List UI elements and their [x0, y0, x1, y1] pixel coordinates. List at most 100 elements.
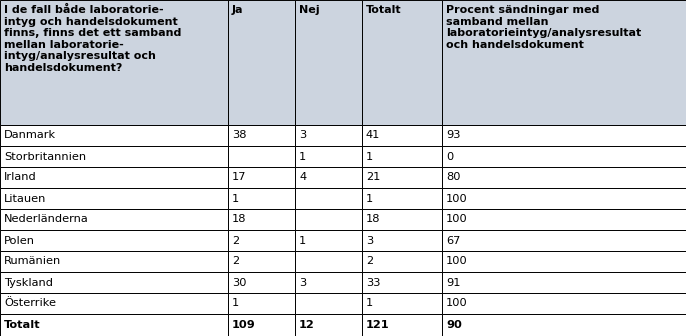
- Text: 100: 100: [446, 214, 468, 224]
- Text: 2: 2: [232, 256, 239, 266]
- Text: Tyskland: Tyskland: [4, 278, 53, 288]
- Bar: [442, 167, 686, 188]
- Bar: [362, 293, 442, 314]
- Text: 1: 1: [232, 298, 239, 308]
- Text: 18: 18: [366, 214, 381, 224]
- Bar: [295, 209, 362, 230]
- Text: 18: 18: [232, 214, 246, 224]
- Bar: [0, 314, 228, 336]
- Text: Ja: Ja: [232, 5, 244, 15]
- Text: Nej: Nej: [299, 5, 320, 15]
- Text: 4: 4: [299, 172, 306, 182]
- Text: 1: 1: [366, 152, 373, 162]
- Bar: [295, 230, 362, 251]
- Bar: [228, 272, 295, 293]
- Bar: [362, 230, 442, 251]
- Text: 38: 38: [232, 130, 246, 140]
- Bar: [0, 146, 228, 167]
- Text: 1: 1: [366, 298, 373, 308]
- Text: 93: 93: [446, 130, 460, 140]
- Bar: [295, 272, 362, 293]
- Text: 100: 100: [446, 194, 468, 204]
- Text: 2: 2: [366, 256, 373, 266]
- Text: 12: 12: [299, 320, 315, 330]
- Bar: [362, 146, 442, 167]
- Bar: [442, 251, 686, 272]
- Text: 91: 91: [446, 278, 460, 288]
- Bar: [442, 272, 686, 293]
- Bar: [295, 251, 362, 272]
- Text: 80: 80: [446, 172, 460, 182]
- Bar: [295, 314, 362, 336]
- Text: Storbritannien: Storbritannien: [4, 152, 86, 162]
- Text: 3: 3: [299, 278, 306, 288]
- Text: 1: 1: [299, 152, 306, 162]
- Text: 21: 21: [366, 172, 380, 182]
- Bar: [0, 272, 228, 293]
- Bar: [0, 230, 228, 251]
- Text: Procent sändningar med
samband mellan
laboratorieintyg/analysresultat
och handel: Procent sändningar med samband mellan la…: [446, 5, 641, 50]
- Bar: [442, 314, 686, 336]
- Bar: [0, 125, 228, 146]
- Bar: [295, 293, 362, 314]
- Bar: [0, 167, 228, 188]
- Bar: [0, 209, 228, 230]
- Bar: [0, 293, 228, 314]
- Text: 2: 2: [232, 236, 239, 246]
- Text: Irland: Irland: [4, 172, 37, 182]
- Text: Österrike: Österrike: [4, 298, 56, 308]
- Bar: [442, 125, 686, 146]
- Bar: [362, 0, 442, 125]
- Text: 33: 33: [366, 278, 381, 288]
- Bar: [442, 293, 686, 314]
- Bar: [0, 188, 228, 209]
- Text: 90: 90: [446, 320, 462, 330]
- Bar: [295, 188, 362, 209]
- Text: Litauen: Litauen: [4, 194, 47, 204]
- Text: 67: 67: [446, 236, 460, 246]
- Bar: [442, 0, 686, 125]
- Bar: [228, 125, 295, 146]
- Bar: [0, 0, 228, 125]
- Bar: [228, 0, 295, 125]
- Bar: [295, 0, 362, 125]
- Text: 1: 1: [366, 194, 373, 204]
- Text: 0: 0: [446, 152, 453, 162]
- Text: 1: 1: [232, 194, 239, 204]
- Text: Danmark: Danmark: [4, 130, 56, 140]
- Bar: [295, 125, 362, 146]
- Text: Rumänien: Rumänien: [4, 256, 61, 266]
- Bar: [295, 146, 362, 167]
- Text: 17: 17: [232, 172, 246, 182]
- Bar: [362, 188, 442, 209]
- Text: I de fall både laboratorie-
intyg och handelsdokument
finns, finns det ett samba: I de fall både laboratorie- intyg och ha…: [4, 5, 181, 73]
- Bar: [362, 314, 442, 336]
- Bar: [442, 188, 686, 209]
- Text: 3: 3: [366, 236, 373, 246]
- Bar: [362, 272, 442, 293]
- Bar: [228, 293, 295, 314]
- Bar: [362, 251, 442, 272]
- Text: 100: 100: [446, 256, 468, 266]
- Text: 41: 41: [366, 130, 380, 140]
- Bar: [442, 146, 686, 167]
- Bar: [228, 251, 295, 272]
- Bar: [228, 314, 295, 336]
- Text: 1: 1: [299, 236, 306, 246]
- Bar: [228, 146, 295, 167]
- Text: Totalt: Totalt: [4, 320, 40, 330]
- Text: 30: 30: [232, 278, 246, 288]
- Text: 100: 100: [446, 298, 468, 308]
- Bar: [442, 209, 686, 230]
- Bar: [442, 230, 686, 251]
- Bar: [228, 230, 295, 251]
- Text: Nederländerna: Nederländerna: [4, 214, 88, 224]
- Bar: [228, 209, 295, 230]
- Text: 121: 121: [366, 320, 390, 330]
- Bar: [0, 251, 228, 272]
- Bar: [295, 167, 362, 188]
- Bar: [362, 125, 442, 146]
- Bar: [228, 188, 295, 209]
- Bar: [228, 167, 295, 188]
- Text: Polen: Polen: [4, 236, 35, 246]
